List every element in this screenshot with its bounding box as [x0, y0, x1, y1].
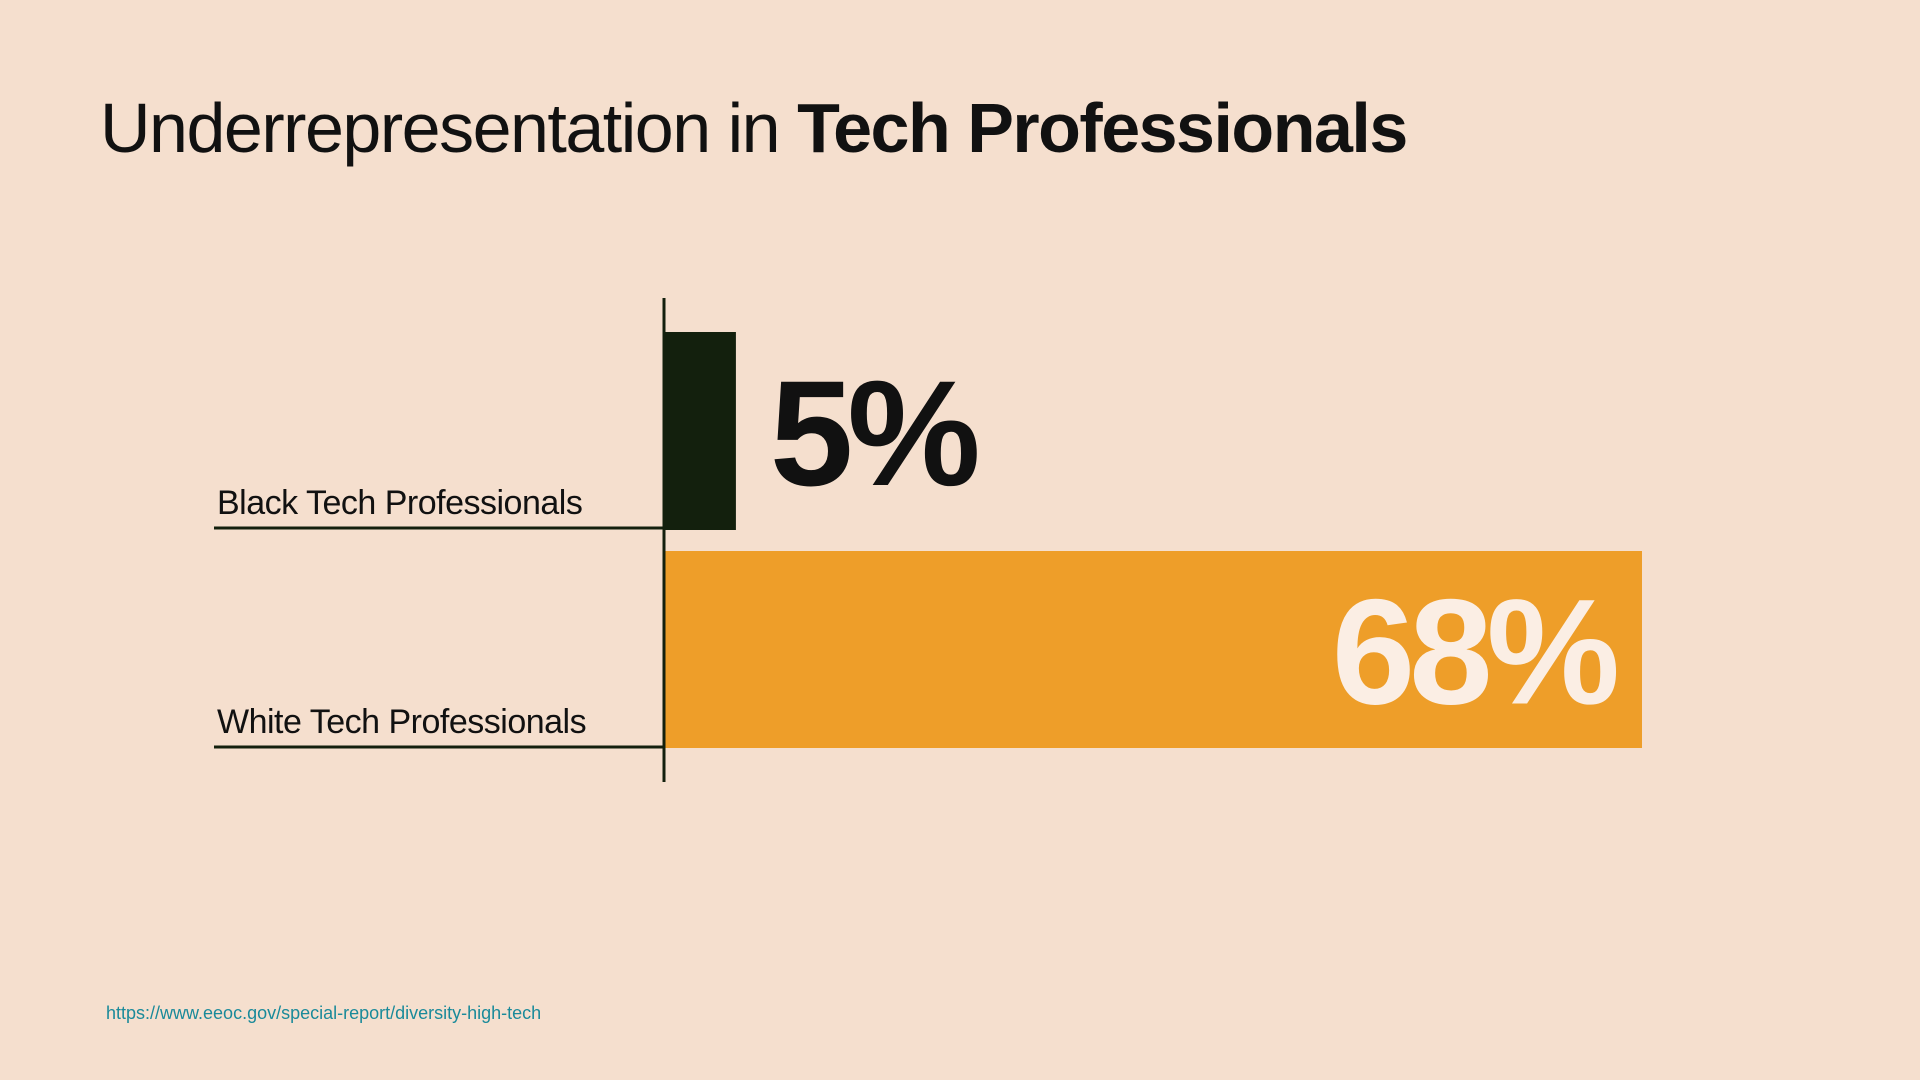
page-title: Underrepresentation in Tech Professional… [100, 88, 1408, 168]
title-bold-part: Tech Professionals [797, 89, 1408, 167]
bar [664, 551, 1642, 748]
category-label: Black Tech Professionals [217, 484, 582, 522]
source-link[interactable]: https://www.eeoc.gov/special-report/dive… [106, 1003, 542, 1023]
data-label: 68% [1332, 568, 1617, 736]
title-light-part: Underrepresentation in [100, 89, 798, 167]
data-label: 5% [770, 349, 977, 517]
category-label: White Tech Professionals [217, 703, 586, 741]
bar [664, 332, 736, 530]
